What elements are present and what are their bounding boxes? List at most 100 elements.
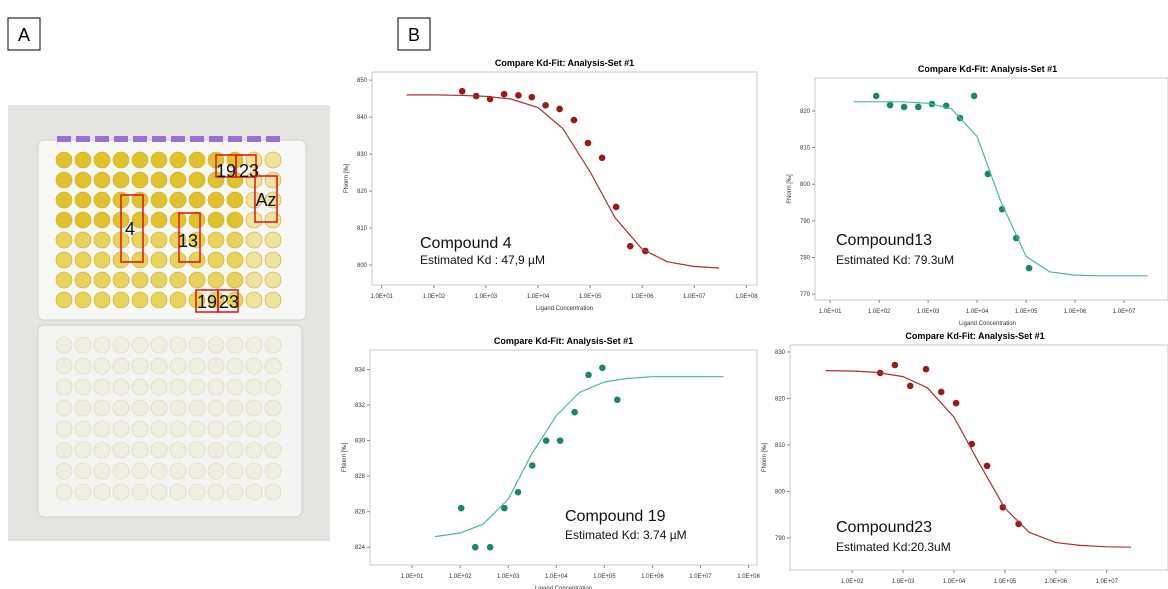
chart-title: Compare Kd-Fit: Analysis-Set #1	[495, 58, 634, 68]
well	[188, 251, 206, 269]
data-point	[906, 382, 914, 390]
well	[74, 271, 92, 289]
y-tick-label: 840	[357, 115, 368, 121]
x-tick-label: 1.0E+04	[545, 574, 568, 580]
well	[150, 483, 168, 501]
well	[264, 399, 282, 417]
x-tick-label: 1.0E+02	[449, 574, 472, 580]
well	[112, 378, 130, 396]
x-tick-label: 1.0E+07	[1113, 309, 1136, 315]
data-point	[528, 93, 536, 101]
well	[169, 441, 187, 459]
well	[264, 378, 282, 396]
data-point	[970, 92, 978, 100]
well	[150, 399, 168, 417]
well	[74, 357, 92, 375]
well	[245, 420, 263, 438]
kd-label: Estimated Kd: 3.74 µM	[565, 528, 687, 542]
well	[112, 151, 130, 169]
well	[150, 441, 168, 459]
data-point	[886, 101, 894, 109]
well	[226, 271, 244, 289]
data-point	[501, 504, 508, 512]
well	[226, 441, 244, 459]
well	[93, 378, 111, 396]
well	[264, 271, 282, 289]
well	[226, 336, 244, 354]
well	[188, 211, 206, 229]
well	[55, 441, 73, 459]
data-point	[486, 543, 494, 551]
well	[93, 151, 111, 169]
data-point	[542, 101, 549, 109]
well	[150, 336, 168, 354]
well	[226, 231, 244, 249]
well	[226, 291, 244, 309]
y-tick-label: 790	[775, 536, 786, 542]
well	[55, 420, 73, 438]
well	[131, 171, 149, 189]
panel-label: B	[408, 25, 420, 45]
well-label: 19	[216, 161, 236, 181]
x-tick-label: 1.0E+04	[527, 294, 550, 300]
well	[55, 151, 73, 169]
well	[93, 462, 111, 480]
well	[207, 399, 225, 417]
well	[131, 336, 149, 354]
well	[131, 211, 149, 229]
wells	[55, 136, 282, 501]
well	[150, 151, 168, 169]
well	[264, 336, 282, 354]
well	[188, 420, 206, 438]
x-tick-label: 1.0E+03	[892, 579, 915, 585]
highlight-box	[178, 212, 201, 263]
well	[150, 378, 168, 396]
well	[188, 357, 206, 375]
well	[74, 291, 92, 309]
well	[112, 483, 130, 501]
well	[169, 231, 187, 249]
plot-area	[371, 71, 758, 286]
well	[245, 191, 263, 209]
well	[188, 336, 206, 354]
well	[188, 191, 206, 209]
well	[131, 441, 149, 459]
x-tick-label: 1.0E+08	[737, 574, 760, 580]
well	[245, 336, 263, 354]
data-point	[1015, 520, 1022, 528]
well	[264, 151, 282, 169]
data-point	[598, 154, 606, 162]
well	[74, 211, 92, 229]
well	[55, 291, 73, 309]
well	[226, 191, 244, 209]
data-point	[556, 437, 564, 444]
well	[169, 336, 187, 354]
well	[112, 291, 130, 309]
data-point	[514, 488, 522, 496]
x-tick-label: 1.0E+05	[579, 294, 602, 300]
well	[74, 483, 92, 501]
well	[131, 378, 149, 396]
well	[169, 420, 187, 438]
well	[169, 483, 187, 501]
y-tick-label: 820	[800, 109, 811, 115]
well	[93, 251, 111, 269]
plate-top	[37, 139, 307, 321]
well	[207, 378, 225, 396]
well	[131, 420, 149, 438]
well-label: 23	[239, 161, 259, 181]
well	[131, 483, 149, 501]
compound-label: Compound 19	[565, 508, 666, 525]
well	[112, 399, 130, 417]
well	[226, 211, 244, 229]
well	[112, 336, 130, 354]
well	[226, 420, 244, 438]
well	[169, 399, 187, 417]
well	[264, 441, 282, 459]
well	[188, 378, 206, 396]
well	[264, 251, 282, 269]
well	[207, 211, 225, 229]
well	[264, 231, 282, 249]
y-axis-label: FNorm [‰]	[342, 443, 348, 473]
